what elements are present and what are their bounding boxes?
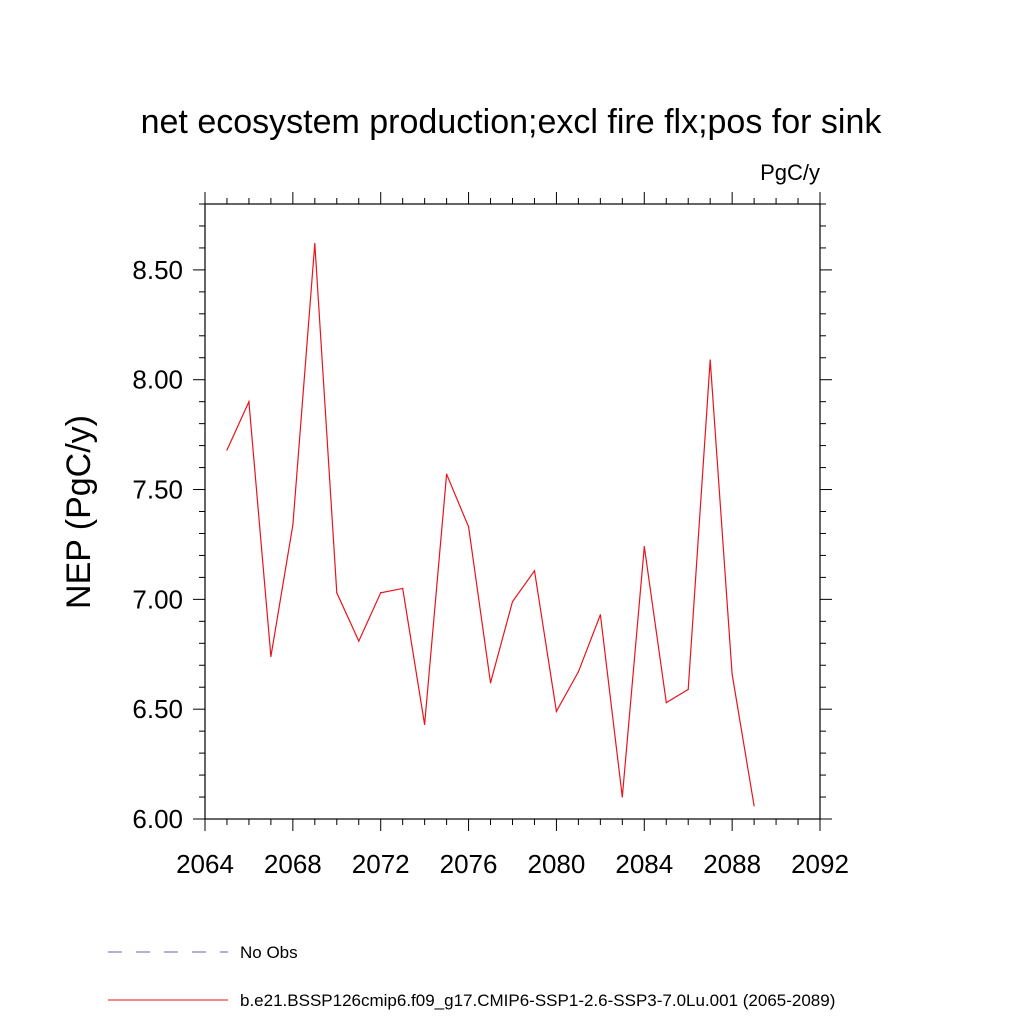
data-point [248, 401, 250, 403]
data-point [270, 655, 272, 658]
legend-label: b.e21.BSSP126cmip6.f09_g17.CMIP6-SSP1-2.… [240, 991, 835, 1010]
data-point [511, 600, 514, 603]
x-tick-label: 2080 [528, 849, 586, 879]
y-tick-label: 7.50 [132, 475, 183, 505]
x-tick-labels: 2064 2068 2072 2076 2080 2084 2088 2092 [176, 849, 849, 879]
y-tick-label: 7.00 [132, 584, 183, 614]
units-label: PgC/y [760, 160, 820, 185]
plot-series [226, 242, 755, 807]
y-tick-label: 8.50 [132, 255, 183, 285]
plot-frame [204, 203, 821, 820]
data-point [533, 570, 536, 572]
data-point [555, 710, 558, 712]
data-point [489, 682, 492, 684]
data-point [731, 673, 733, 675]
y-tick-label: 6.50 [132, 694, 183, 724]
legend-label: No Obs [240, 943, 298, 962]
legend: No Obs b.e21.BSSP126cmip6.f09_g17.CMIP6-S… [108, 943, 835, 1010]
data-point [314, 242, 316, 245]
x-tick-label: 2076 [440, 849, 498, 879]
y-tick-label: 6.00 [132, 804, 183, 834]
y-axis-label: NEP (PgC/y) [60, 415, 98, 609]
data-point [424, 723, 426, 726]
x-tick-label: 2088 [703, 849, 761, 879]
data-point [643, 546, 645, 548]
data-point [709, 359, 711, 361]
axis-ticks [193, 192, 832, 831]
data-point [467, 526, 470, 528]
data-point [336, 592, 338, 594]
data-point [226, 449, 228, 451]
x-tick-label: 2072 [352, 849, 410, 879]
data-point [687, 688, 689, 691]
x-tick-label: 2084 [615, 849, 673, 879]
chart-title: net ecosystem production;excl fire flx;p… [141, 103, 883, 141]
data-point [577, 671, 579, 673]
data-point [621, 796, 623, 798]
x-tick-label: 2092 [791, 849, 849, 879]
data-point [358, 640, 360, 642]
x-tick-label: 2068 [264, 849, 322, 879]
y-tick-labels: 6.00 6.50 7.00 7.50 8.00 8.50 [132, 255, 183, 834]
data-point [380, 592, 382, 594]
series-line [226, 243, 755, 806]
data-point [599, 614, 601, 616]
data-point [402, 587, 404, 589]
data-point [446, 473, 448, 475]
data-point [665, 701, 667, 704]
data-point [753, 805, 755, 807]
y-tick-label: 8.00 [132, 365, 183, 395]
data-point [292, 524, 294, 526]
x-tick-label: 2064 [176, 849, 234, 879]
